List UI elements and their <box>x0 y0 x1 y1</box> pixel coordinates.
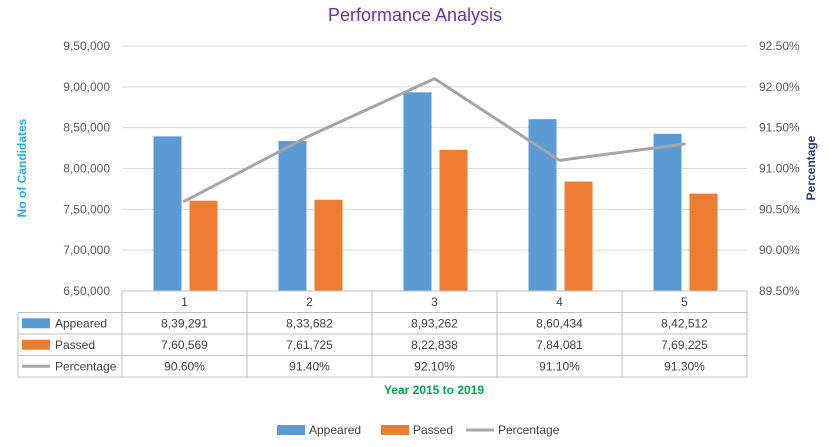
y2-tick-label: 90.00% <box>759 243 800 257</box>
bars <box>153 92 718 292</box>
table-key-appeared <box>22 318 50 329</box>
table-key-passed <box>22 339 50 350</box>
x-axis-title: Year 2015 to 2019 <box>384 383 484 397</box>
data-label: 8,33,682 <box>286 316 333 330</box>
legend-key-appeared <box>277 425 305 435</box>
gridlines <box>122 45 747 292</box>
y-tick-label: 7,00,000 <box>63 243 110 257</box>
data-label: 8,39,291 <box>161 316 208 330</box>
y-tick-label: 6,50,000 <box>63 284 110 298</box>
y-tick-label: 8,50,000 <box>63 121 110 135</box>
data-table: 1 2 3 4 5 Appeared 8,39,291 8,33,682 8,93,262 8,6… <box>17 290 748 378</box>
table-row-header: Percentage <box>55 359 117 373</box>
y2-tick-label: 91.00% <box>759 162 800 176</box>
y-axis-right: 89.50% 90.00% 90.50% 91.00% 91.50% 92.00% 92.5… <box>759 39 800 298</box>
passed-bar <box>439 149 468 291</box>
data-label: 7,61,725 <box>286 338 333 352</box>
table-row-header: Passed <box>55 338 95 352</box>
y-axis-left-title: No of Candidates <box>15 118 29 217</box>
y-tick-label: 8,00,000 <box>63 162 110 176</box>
legend-label: Percentage <box>498 423 560 437</box>
data-label: 90.60% <box>164 359 205 373</box>
legend: Appeared Passed Percentage <box>277 423 560 437</box>
legend-label: Appeared <box>309 423 361 437</box>
passed-bar <box>564 181 593 291</box>
percentage-series-line <box>183 77 686 203</box>
x-tick-label: 1 <box>181 295 188 309</box>
x-tick-label: 3 <box>431 295 438 309</box>
y-tick-label: 9,50,000 <box>63 39 110 53</box>
x-tick-label: 2 <box>306 295 313 309</box>
y2-tick-label: 90.50% <box>759 202 800 216</box>
passed-bar <box>689 193 718 291</box>
passed-bar <box>314 199 343 291</box>
data-label: 91.10% <box>539 359 580 373</box>
y-axis-left: 6,50,000 7,00,000 7,50,000 8,00,000 8,50,000… <box>63 39 110 298</box>
data-label: 92.10% <box>414 359 455 373</box>
table-row-header: Appeared <box>55 316 107 330</box>
data-label: 8,93,262 <box>411 316 458 330</box>
y2-tick-label: 92.50% <box>759 39 800 53</box>
appeared-bar <box>278 140 307 291</box>
data-label: 91.30% <box>664 359 705 373</box>
appeared-bar <box>403 92 432 292</box>
appeared-bar <box>528 119 557 291</box>
legend-label: Passed <box>413 423 453 437</box>
passed-bar <box>189 200 218 291</box>
x-tick-label: 5 <box>681 295 688 309</box>
data-label: 8,60,434 <box>536 316 583 330</box>
y-axis-right-title: Percentage <box>804 135 818 200</box>
data-label: 8,22,838 <box>411 338 458 352</box>
data-label: 7,60,569 <box>161 338 208 352</box>
y2-tick-label: 92.00% <box>759 80 800 94</box>
data-label: 8,42,512 <box>661 316 708 330</box>
data-label: 7,84,081 <box>536 338 583 352</box>
data-label: 91.40% <box>289 359 330 373</box>
data-label: 7,69,225 <box>661 338 708 352</box>
chart-title: Performance Analysis <box>328 5 502 25</box>
legend-key-passed <box>381 425 409 435</box>
y2-tick-label: 91.50% <box>759 121 800 135</box>
y-tick-label: 9,00,000 <box>63 80 110 94</box>
x-tick-label: 4 <box>556 295 563 309</box>
y-tick-label: 7,50,000 <box>63 202 110 216</box>
percentage-line <box>183 77 686 203</box>
appeared-bar <box>653 133 682 291</box>
appeared-bar <box>153 136 182 291</box>
y2-tick-label: 89.50% <box>759 284 800 298</box>
